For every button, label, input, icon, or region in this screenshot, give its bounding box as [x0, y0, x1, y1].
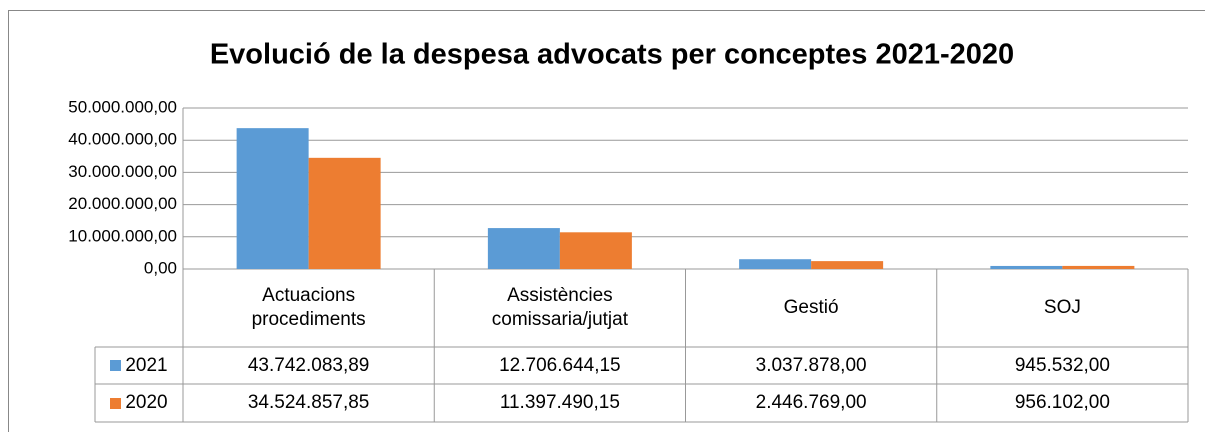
table-value: 12.706.644,15 — [499, 354, 621, 376]
legend-label: 2021 — [125, 354, 168, 376]
category-label: Assistències comissaria/jutjat — [491, 285, 628, 330]
legend-entry: 2020 — [95, 384, 183, 422]
bar — [559, 232, 632, 269]
category-label: SOJ — [1043, 297, 1081, 319]
category-label: Gestió — [783, 297, 839, 319]
y-tick-label: 10.000.000,00 — [68, 226, 177, 245]
table-value: 3.037.878,00 — [755, 354, 867, 376]
y-tick-label: 50.000.000,00 — [68, 97, 177, 116]
legend-label: 2020 — [125, 392, 168, 414]
bar — [236, 128, 309, 269]
table-value: 2.446.769,00 — [755, 392, 867, 414]
bar — [1062, 265, 1135, 269]
table-value: 34.524.857,85 — [247, 392, 370, 414]
bar — [811, 261, 884, 269]
table-value: 11.397.490,15 — [499, 392, 620, 414]
table-value: 945.532,00 — [1014, 354, 1110, 376]
y-tick-label: 20.000.000,00 — [68, 194, 177, 213]
category-label: Actuacions procediments — [251, 285, 366, 330]
bar — [739, 259, 812, 269]
table-value: 956.102,00 — [1014, 392, 1110, 414]
bar — [308, 157, 381, 269]
table-value: 43.742.083,89 — [247, 354, 370, 376]
legend-key — [110, 397, 122, 409]
chart-border — [8, 10, 1205, 432]
y-tick-label: 40.000.000,00 — [68, 130, 177, 149]
bar — [487, 228, 560, 269]
y-tick-label: 0,00 — [144, 258, 177, 277]
bar — [990, 265, 1063, 269]
legend-key — [110, 360, 122, 371]
chart-title: Evolució de la despesa advocats per conc… — [210, 39, 1014, 71]
y-tick-label: 30.000.000,00 — [68, 162, 177, 181]
legend-entry: 2021 — [95, 347, 183, 384]
